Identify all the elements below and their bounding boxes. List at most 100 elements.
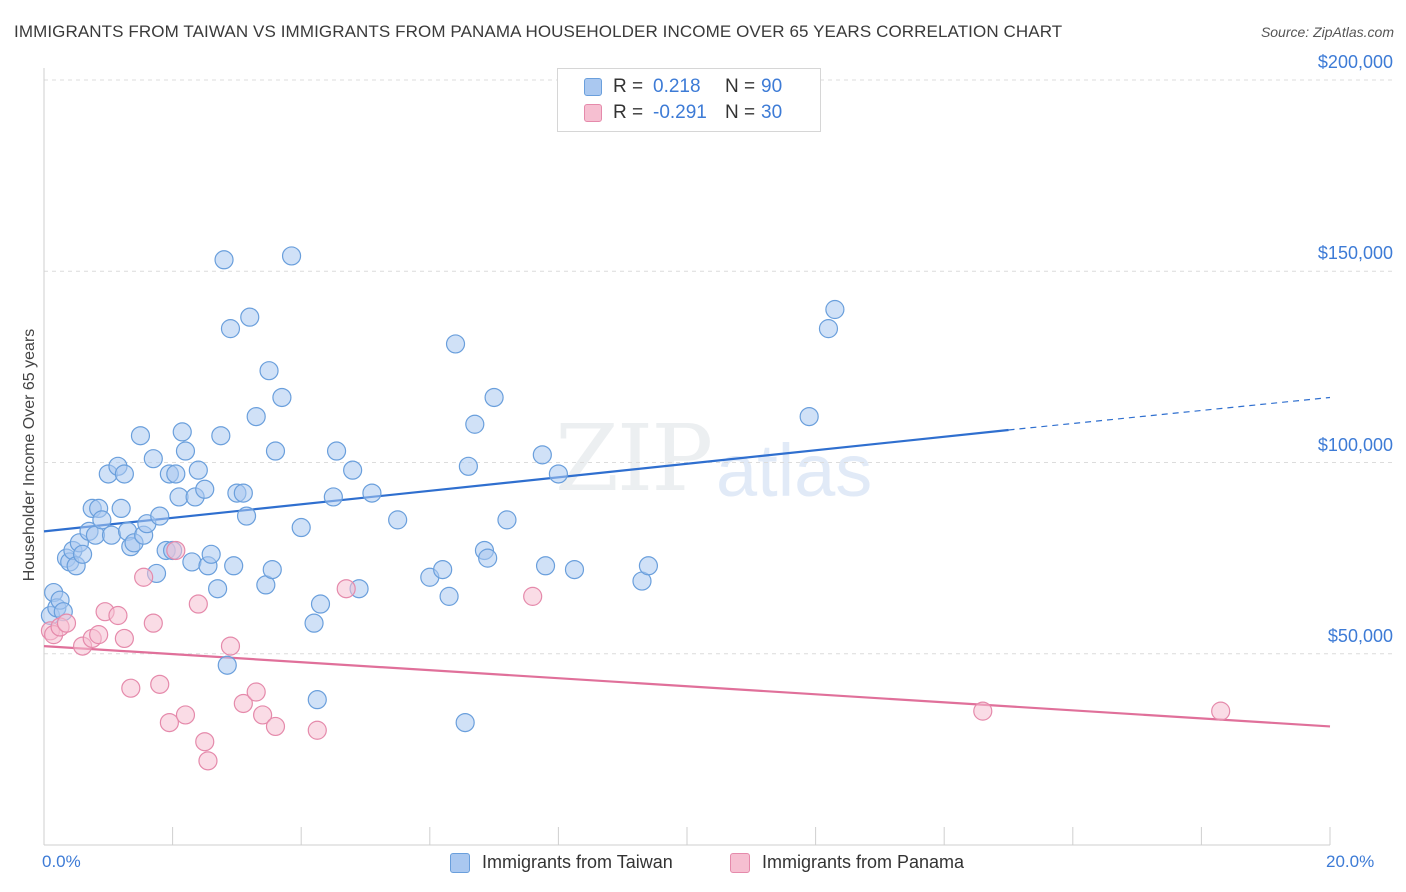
data-points — [40, 246, 1231, 771]
trend-line-taiwan — [43, 428, 1009, 533]
point-panama — [166, 540, 186, 561]
point-taiwan — [465, 414, 485, 434]
point-panama — [108, 605, 128, 626]
point-taiwan — [265, 441, 286, 461]
legend-n-value-taiwan: 90 — [761, 76, 783, 97]
point-taiwan — [246, 407, 266, 427]
point-taiwan — [445, 334, 466, 354]
y-axis-label: Householder Income Over 65 years — [21, 328, 38, 582]
point-panama — [265, 716, 286, 737]
x-tick-max: 20.0% — [1326, 852, 1375, 871]
point-taiwan — [281, 246, 302, 266]
point-taiwan — [326, 441, 347, 461]
point-taiwan — [195, 479, 215, 499]
point-taiwan — [307, 690, 327, 710]
point-panama — [195, 732, 215, 752]
bottom-legend-panama: Immigrants from Panama — [730, 852, 964, 873]
point-panama — [134, 567, 154, 587]
point-panama — [253, 705, 273, 725]
point-taiwan — [114, 464, 134, 484]
legend-r-value-taiwan: 0.218 — [653, 76, 701, 97]
point-panama — [114, 628, 134, 649]
trend-line-taiwan-extension — [1008, 396, 1331, 431]
point-taiwan — [208, 579, 228, 599]
point-taiwan — [143, 449, 163, 469]
point-panama — [143, 613, 163, 633]
point-taiwan — [497, 510, 517, 530]
y-tick-label: $150,000 — [1317, 243, 1393, 264]
point-taiwan — [224, 556, 244, 576]
point-taiwan — [388, 510, 408, 530]
point-panama — [336, 579, 356, 599]
point-taiwan — [362, 483, 382, 503]
point-taiwan — [220, 319, 241, 339]
bottom-legend-swatch-taiwan — [450, 852, 470, 873]
legend-swatch-panama — [584, 104, 602, 122]
point-panama — [175, 705, 196, 725]
point-taiwan — [101, 525, 122, 545]
chart-source: Source: ZipAtlas.com — [1260, 24, 1394, 40]
point-panama — [56, 613, 77, 633]
point-panama — [220, 636, 241, 656]
point-taiwan — [478, 548, 498, 568]
point-taiwan — [259, 361, 279, 381]
x-tick-min: 0.0% — [42, 852, 81, 871]
y-tick-label: $100,000 — [1317, 434, 1393, 455]
point-taiwan — [343, 460, 363, 480]
chart-title: IMMIGRANTS FROM TAIWAN VS IMMIGRANTS FRO… — [14, 22, 1063, 41]
point-taiwan — [323, 487, 343, 507]
watermark-zip: ZIP — [555, 405, 713, 512]
point-taiwan — [433, 559, 453, 580]
point-taiwan — [484, 387, 504, 408]
point-panama — [159, 712, 179, 733]
point-taiwan — [291, 517, 311, 538]
point-panama — [150, 674, 170, 694]
legend-row-panama: R = -0.291 N = 30 — [584, 101, 782, 125]
point-taiwan — [455, 712, 475, 733]
point-taiwan — [638, 556, 659, 576]
trend-lines — [43, 396, 1331, 728]
point-taiwan — [130, 426, 151, 446]
point-panama — [523, 586, 543, 606]
point-taiwan — [272, 387, 292, 408]
point-taiwan — [532, 445, 552, 465]
legend-swatch-taiwan — [584, 78, 602, 96]
point-panama — [188, 594, 208, 614]
point-taiwan — [217, 655, 237, 675]
y-tick-label: $50,000 — [1327, 625, 1393, 646]
legend-r-value-panama: -0.291 — [653, 102, 707, 123]
legend-n-label: N = — [725, 76, 756, 97]
legend-row-taiwan: R = 0.218 N = 90 — [584, 75, 782, 99]
legend-n-value-panama: 30 — [761, 102, 783, 123]
point-taiwan — [240, 307, 260, 327]
point-taiwan — [166, 464, 186, 484]
point-taiwan — [172, 422, 192, 442]
point-taiwan — [111, 498, 131, 518]
point-taiwan — [236, 506, 257, 526]
point-taiwan — [458, 456, 478, 476]
watermark-atlas: atlas — [716, 429, 873, 512]
point-taiwan — [188, 460, 208, 480]
point-taiwan — [310, 594, 331, 614]
bottom-legend-label-panama: Immigrants from Panama — [762, 852, 965, 872]
point-panama — [246, 682, 266, 702]
point-panama — [198, 751, 218, 771]
correlation-legend: R = 0.218 N = 90 R = -0.291 N = 30 — [557, 68, 821, 132]
point-taiwan — [233, 483, 253, 503]
point-taiwan — [262, 559, 282, 580]
point-taiwan — [211, 426, 231, 446]
point-panama — [307, 720, 327, 740]
point-panama — [973, 701, 993, 721]
legend-r-label: R = — [613, 76, 644, 97]
point-panama — [1211, 701, 1231, 721]
point-taiwan — [150, 506, 170, 526]
point-taiwan — [799, 407, 819, 427]
y-tick-label: $200,000 — [1317, 52, 1393, 72]
point-taiwan — [175, 441, 196, 461]
point-taiwan — [548, 464, 569, 484]
legend-n-label: N = — [725, 102, 756, 123]
point-taiwan — [182, 552, 202, 572]
point-taiwan — [818, 319, 839, 339]
gridlines — [44, 79, 1395, 655]
point-taiwan — [304, 613, 324, 633]
